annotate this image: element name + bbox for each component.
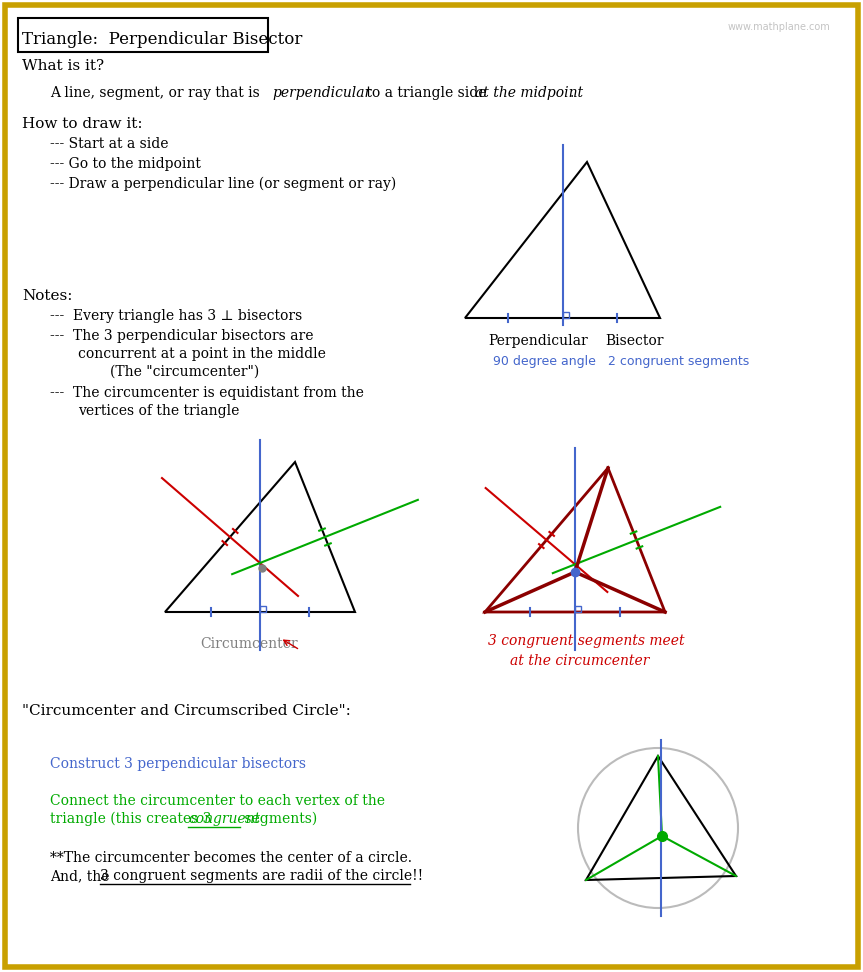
Text: at the midpoint: at the midpoint: [475, 86, 583, 100]
Bar: [563, 312, 569, 318]
Text: to a triangle side: to a triangle side: [362, 86, 491, 100]
Text: --- Draw a perpendicular line (or segment or ray): --- Draw a perpendicular line (or segmen…: [50, 177, 396, 191]
Text: (The "circumcenter"): (The "circumcenter"): [110, 365, 259, 379]
Text: 3 congruent segments meet: 3 congruent segments meet: [488, 634, 684, 648]
Text: Circumcenter: Circumcenter: [200, 637, 298, 651]
Text: **The circumcenter becomes the center of a circle.: **The circumcenter becomes the center of…: [50, 851, 412, 865]
Text: 90 degree angle: 90 degree angle: [493, 355, 595, 368]
Text: How to draw it:: How to draw it:: [22, 117, 142, 131]
Text: vertices of the triangle: vertices of the triangle: [78, 404, 239, 418]
Bar: [575, 606, 581, 612]
Text: triangle (this creates 3: triangle (this creates 3: [50, 812, 216, 826]
Bar: [18, 18, 268, 52]
Text: concurrent at a point in the middle: concurrent at a point in the middle: [78, 347, 326, 361]
Text: What is it?: What is it?: [22, 59, 104, 73]
Text: ---  The 3 perpendicular bisectors are: --- The 3 perpendicular bisectors are: [50, 329, 313, 343]
Text: ---  Every triangle has 3 ⊥ bisectors: --- Every triangle has 3 ⊥ bisectors: [50, 309, 302, 323]
Text: www.mathplane.com: www.mathplane.com: [728, 22, 830, 32]
Text: congruent: congruent: [188, 812, 260, 826]
Bar: [260, 606, 266, 612]
Text: 2 congruent segments: 2 congruent segments: [608, 355, 749, 368]
Text: Connect the circumcenter to each vertex of the: Connect the circumcenter to each vertex …: [50, 794, 385, 808]
Text: Construct 3 perpendicular bisectors: Construct 3 perpendicular bisectors: [50, 757, 306, 771]
Text: And, the: And, the: [50, 869, 114, 883]
Text: A line, segment, or ray that is: A line, segment, or ray that is: [50, 86, 264, 100]
Text: .: .: [570, 86, 574, 100]
Text: Notes:: Notes:: [22, 289, 72, 303]
Text: Triangle:  Perpendicular Bisector: Triangle: Perpendicular Bisector: [22, 31, 302, 49]
Text: "Circumcenter and Circumscribed Circle":: "Circumcenter and Circumscribed Circle":: [22, 704, 351, 718]
Text: ---  The circumcenter is equidistant from the: --- The circumcenter is equidistant from…: [50, 386, 364, 400]
Text: at the circumcenter: at the circumcenter: [510, 654, 649, 668]
Text: segments): segments): [240, 812, 318, 826]
Text: Perpendicular: Perpendicular: [488, 334, 588, 348]
Text: --- Start at a side: --- Start at a side: [50, 137, 168, 151]
Text: 3 congruent segments are radii of the circle!!: 3 congruent segments are radii of the ci…: [100, 869, 423, 883]
Text: Bisector: Bisector: [605, 334, 664, 348]
Text: perpendicular: perpendicular: [272, 86, 371, 100]
Text: --- Go to the midpoint: --- Go to the midpoint: [50, 157, 201, 171]
